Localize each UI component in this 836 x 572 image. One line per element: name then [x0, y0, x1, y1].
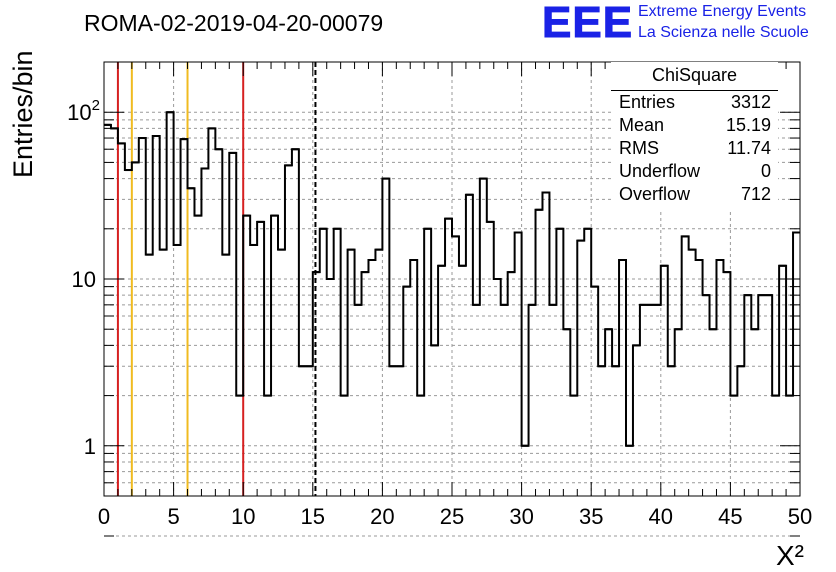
x-tick-label: 10: [231, 504, 255, 529]
stats-label: RMS: [619, 138, 659, 158]
stats-title-divider: [611, 90, 778, 91]
stats-value: 0: [760, 161, 771, 181]
eee-logo: EEE: [541, 0, 634, 47]
stats-label: Underflow: [619, 161, 701, 181]
logo-tagline-2: La Scienza nelle Scuole: [638, 24, 809, 41]
stats-row-entries: Entries 3312: [619, 92, 771, 114]
y-axis-label: Entries/bin: [8, 50, 38, 178]
stats-value: 3312: [730, 92, 771, 112]
x-tick-label: 5: [167, 504, 179, 529]
chart-title: ROMA-02-2019-04-20-00079: [84, 10, 384, 36]
x-tick-label: 20: [370, 504, 394, 529]
x-tick-label: 40: [649, 504, 673, 529]
stats-row-underflow: Underflow 0: [619, 161, 771, 183]
axes: 0 5 10 15 20 25 30 35 40 45 50 1 10 102: [67, 61, 812, 537]
stats-label: Entries: [619, 92, 676, 112]
stats-label: Overflow: [619, 184, 691, 204]
stats-box: ChiSquare Entries 3312 Mean 15.19 RMS 11…: [611, 62, 778, 212]
y-tick-label: 10: [72, 267, 96, 292]
stats-row-mean: Mean 15.19: [619, 115, 771, 137]
stats-title: ChiSquare: [651, 65, 738, 85]
stats-row-rms: RMS 11.74: [619, 138, 771, 160]
histogram-bins: [104, 111, 800, 447]
histogram-series: [104, 111, 800, 447]
stats-label: Mean: [619, 115, 665, 135]
y-tick-label: 102: [67, 97, 100, 125]
stats-value: 15.19: [725, 115, 771, 135]
x-axis-label: X²: [776, 540, 804, 571]
x-tick-label: 0: [98, 504, 110, 529]
stats-row-overflow: Overflow 712: [619, 184, 771, 206]
stats-value: 712: [740, 184, 771, 204]
x-tick-label: 35: [579, 504, 603, 529]
x-tick-label: 30: [509, 504, 533, 529]
y-tick-label: 1: [84, 434, 96, 459]
x-tick-label: 50: [788, 504, 812, 529]
logo-tagline-1: Extreme Energy Events: [638, 3, 807, 20]
x-tick-label: 25: [440, 504, 464, 529]
x-tick-label: 45: [718, 504, 742, 529]
x-tick-label: 15: [301, 504, 325, 529]
stats-value: 11.74: [727, 138, 771, 158]
histogram-step-line: [104, 111, 800, 447]
